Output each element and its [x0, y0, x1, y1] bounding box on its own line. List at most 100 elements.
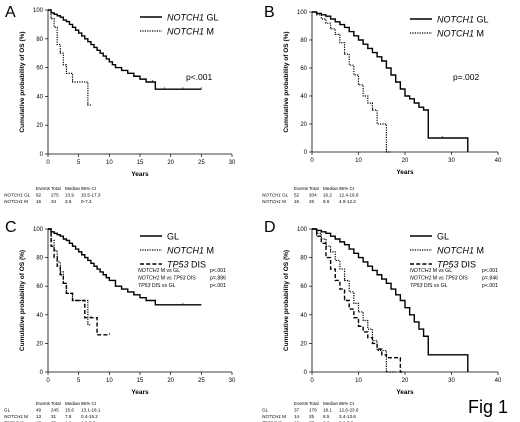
survival-curve-notch1-m [312, 228, 396, 373]
y-tick-label: 60 [300, 284, 307, 290]
table-cell: 27 [309, 421, 315, 422]
table-cell: 34 [51, 199, 57, 204]
y-tick-label: 40 [36, 94, 43, 100]
x-tick-label: 0 [310, 378, 314, 384]
figure-label: Fig 1 [468, 397, 508, 417]
table-cell: 17 [36, 421, 42, 422]
p-value-label: p=.002 [453, 72, 480, 82]
table-cell: 178 [309, 408, 317, 413]
panel-letter-d: D [264, 219, 276, 236]
table-header: Median [65, 186, 81, 191]
table-header: Events [36, 401, 51, 406]
table-row-label: GL [262, 408, 269, 413]
table-cell: 52 [294, 193, 300, 198]
table-header: 95% CI [81, 186, 96, 191]
survival-curve-tp53-dis [48, 228, 110, 336]
y-tick-label: 100 [297, 227, 308, 233]
p-value-label: p<.001 [186, 72, 213, 82]
survival-curve-notch1-m [312, 11, 392, 153]
y-tick-label: 20 [300, 341, 307, 347]
y-axis-title: Cumulative probability of OS (%) [283, 31, 290, 132]
table-cell: 8.6 [323, 199, 330, 204]
comparison-p-value: p=.846 [482, 276, 498, 282]
comparison-p-value: p<.001 [210, 283, 226, 289]
panel-letter-a: A [5, 4, 16, 21]
x-tick-label: 20 [402, 378, 409, 384]
y-tick-label: 60 [36, 284, 43, 290]
table-header: Total [309, 401, 319, 406]
chart-panel-c: 0 20 40 60 80 100 0 5 10 15 20 25 30 Years Cumulative … [4, 227, 236, 422]
y-tick-label: 0 [304, 150, 308, 156]
table-cell: 18.1 [323, 408, 332, 413]
x-tick-label: 20 [402, 158, 409, 164]
x-tick-label: 15 [137, 160, 144, 166]
legend-label: TP53 DIS [167, 260, 206, 270]
table-row-label: TP53 DIS [262, 421, 282, 422]
table-header: Total [51, 186, 61, 191]
table-cell: 12.6-23.6 [339, 408, 359, 413]
comparison-p-value: p<.001 [210, 268, 226, 274]
comparison-label: NOTCH1 M vs TP53 DIS [138, 276, 196, 282]
table-cell: 15.6 [65, 408, 74, 413]
table-cell: 1.8-7.3 [81, 421, 96, 422]
x-tick-label: 0 [46, 378, 50, 384]
legend-label: NOTCH1 GL [437, 15, 489, 25]
survival-curve-gl [48, 228, 202, 306]
y-tick-label: 40 [300, 94, 307, 100]
y-axis-title: Cumulative probability of OS (%) [283, 250, 290, 351]
table-cell: 8.5 [323, 414, 330, 419]
y-tick-label: 0 [40, 152, 44, 158]
survival-curve-notch1-m [48, 228, 91, 326]
comparison-label: NOTCH1 M vs GL [138, 268, 180, 274]
table-row-label: TP53 DIS [4, 421, 24, 422]
x-tick-label: 40 [495, 158, 502, 164]
table-cell: 37 [294, 408, 300, 413]
survival-curve-gl [312, 228, 469, 372]
survival-curve-tp53-dis [312, 228, 405, 373]
x-tick-label: 40 [495, 378, 502, 384]
y-axis-title: Cumulative probability of OS (%) [19, 250, 26, 351]
table-cell: 4.6 [65, 421, 72, 422]
table-cell: 16.2 [323, 193, 332, 198]
y-axis-title: Cumulative probability of OS (%) [19, 31, 26, 132]
x-tick-label: 30 [448, 158, 455, 164]
table-row-label: NOTCH1 GL [4, 193, 31, 198]
y-tick-label: 80 [300, 38, 307, 44]
y-tick-label: 40 [36, 313, 43, 319]
table-cell: 62 [36, 193, 42, 198]
table-cell: 33 [51, 421, 57, 422]
table-cell: 7.8 [65, 414, 72, 419]
legend-label: GL [167, 232, 179, 242]
x-tick-label: 0 [46, 160, 50, 166]
table-cell: 8.6 [323, 421, 330, 422]
comparison-label: TP53 DIS vs GL [138, 283, 176, 289]
table-cell: 5.6-7.6 [339, 421, 354, 422]
y-tick-label: 20 [36, 123, 43, 129]
table-cell: 15 [294, 199, 300, 204]
table-header: Median [323, 401, 339, 406]
panel-letter-b: B [264, 4, 275, 21]
y-tick-label: 80 [36, 37, 43, 43]
table-cell: 12.4-19.9 [339, 193, 359, 198]
x-axis-title: Years [131, 171, 149, 178]
table-cell: 10.5-17.3 [81, 193, 101, 198]
table-row-label: NOTCH1 M [262, 414, 286, 419]
x-tick-label: 10 [355, 158, 362, 164]
x-tick-label: 25 [198, 378, 205, 384]
x-tick-label: 15 [137, 378, 144, 384]
legend-label: NOTCH1 M [167, 246, 214, 256]
table-cell: 14 [294, 414, 300, 419]
x-axis-title: Years [396, 389, 414, 396]
y-tick-label: 60 [36, 66, 43, 72]
legend-label: NOTCH1 M [437, 29, 484, 39]
x-tick-label: 25 [198, 160, 205, 166]
x-tick-label: 30 [229, 378, 236, 384]
table-row-label: GL [4, 408, 11, 413]
table-cell: 275 [51, 193, 59, 198]
y-tick-label: 40 [300, 313, 307, 319]
table-row-label: NOTCH1 M [4, 199, 28, 204]
comparison-p-value: p=.886 [210, 276, 226, 282]
y-tick-label: 100 [33, 8, 44, 14]
table-header: Events [294, 186, 309, 191]
table-row-label: NOTCH1 GL [262, 193, 289, 198]
